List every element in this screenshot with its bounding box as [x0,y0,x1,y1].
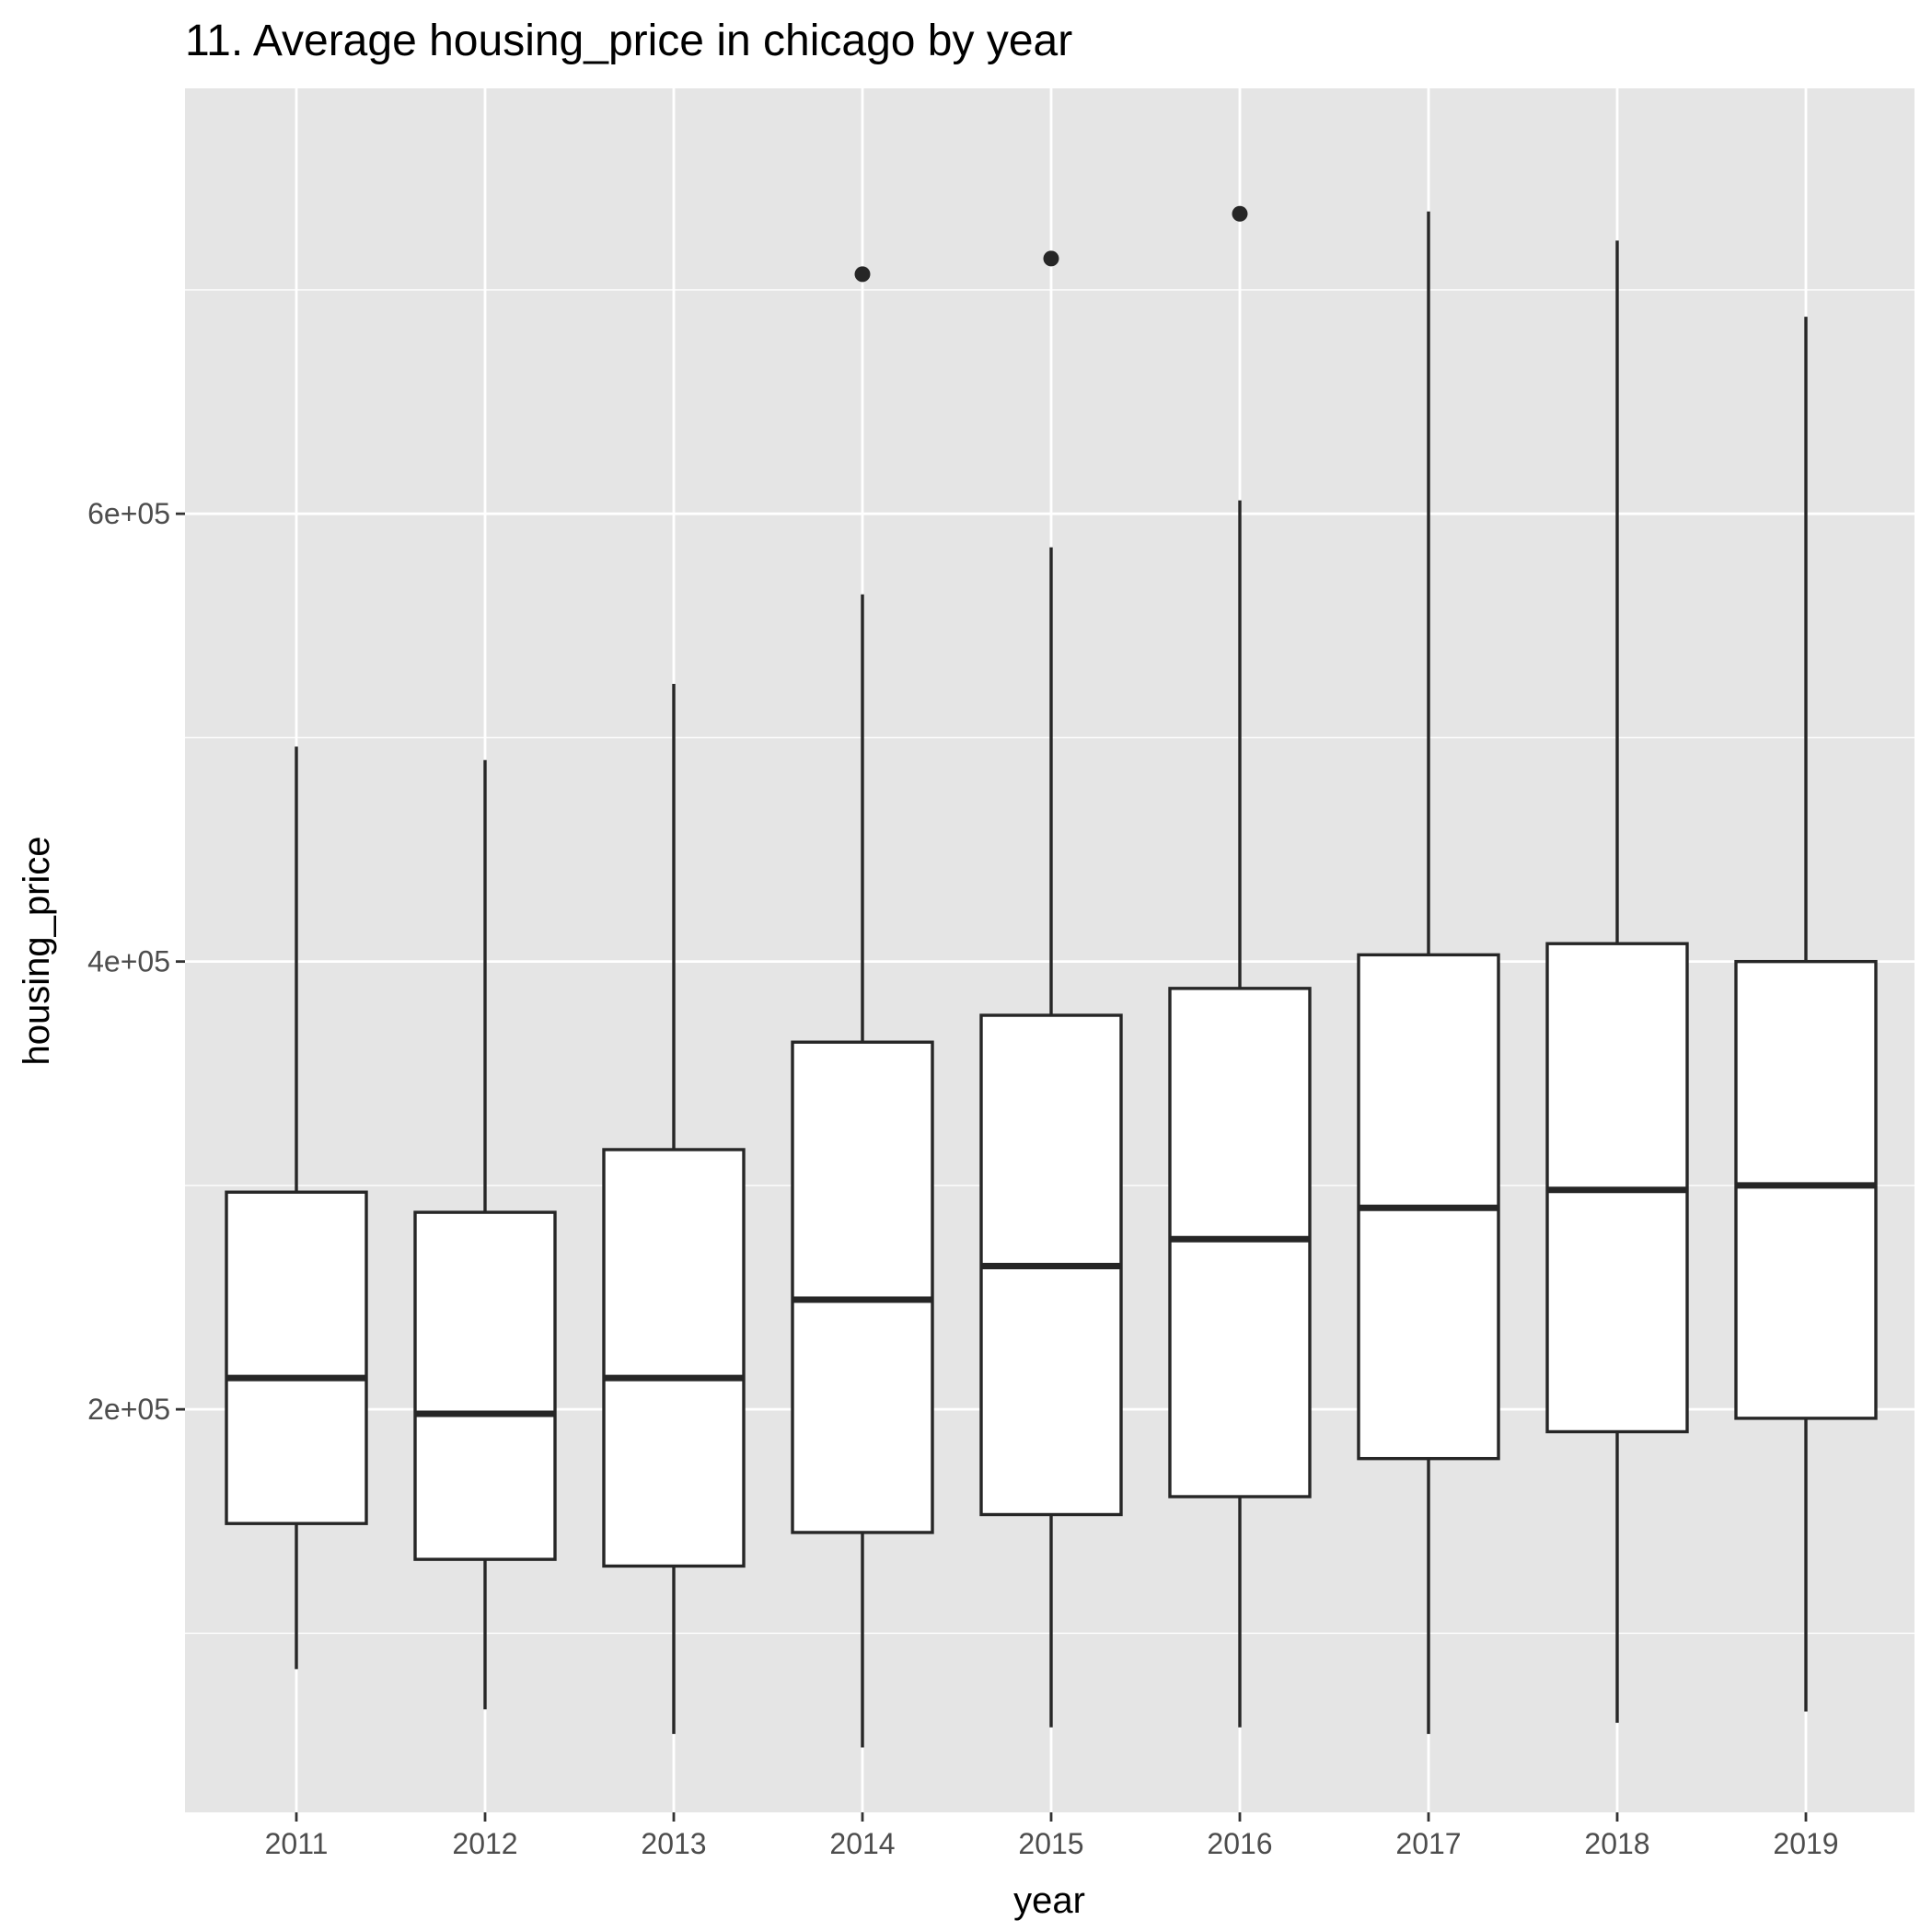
x-tick-label: 2014 [829,1827,895,1860]
box-iqr [1734,959,1878,1420]
x-tick-label: 2017 [1395,1827,1461,1860]
box-iqr [791,1040,934,1534]
y-axis-title: housing_price [17,836,57,1065]
x-tick-label: 2019 [1773,1827,1838,1860]
x-tick-label: 2015 [1018,1827,1083,1860]
x-tick-label: 2013 [641,1827,706,1860]
box-2019 [1734,317,1878,1712]
y-axis: 2e+05 4e+05 6e+05 [87,497,185,1426]
x-tick-label: 2018 [1584,1827,1649,1860]
box-2012 [413,759,557,1710]
box-iqr [602,1148,746,1568]
box-2017 [1357,211,1500,1734]
box-2016 [1168,205,1312,1728]
box-2014 [791,266,934,1748]
chart-title: 11. Average housing_price in chicago by … [185,17,1072,65]
x-tick-label: 2012 [452,1827,517,1860]
x-tick-label: 2011 [265,1827,329,1860]
y-tick-label: 4e+05 [87,945,170,978]
boxes-layer [225,205,1878,1748]
box-2015 [979,250,1123,1728]
y-tick-label: 6e+05 [87,497,170,530]
box-2011 [225,746,368,1670]
x-axis-title: year [1013,1880,1085,1921]
x-tick-label: 2016 [1207,1827,1272,1860]
box-iqr [225,1190,368,1525]
box-iqr [1168,987,1312,1498]
box-2013 [602,684,746,1734]
outlier-point [1043,250,1059,267]
box-2018 [1545,240,1689,1723]
outlier-point [854,266,871,283]
x-axis: 2011 2012 2013 2014 2015 2016 2017 2018 2019 [265,1812,1839,1860]
box-iqr [413,1210,557,1561]
y-tick-label: 2e+05 [87,1393,170,1426]
outlier-point [1232,205,1248,222]
